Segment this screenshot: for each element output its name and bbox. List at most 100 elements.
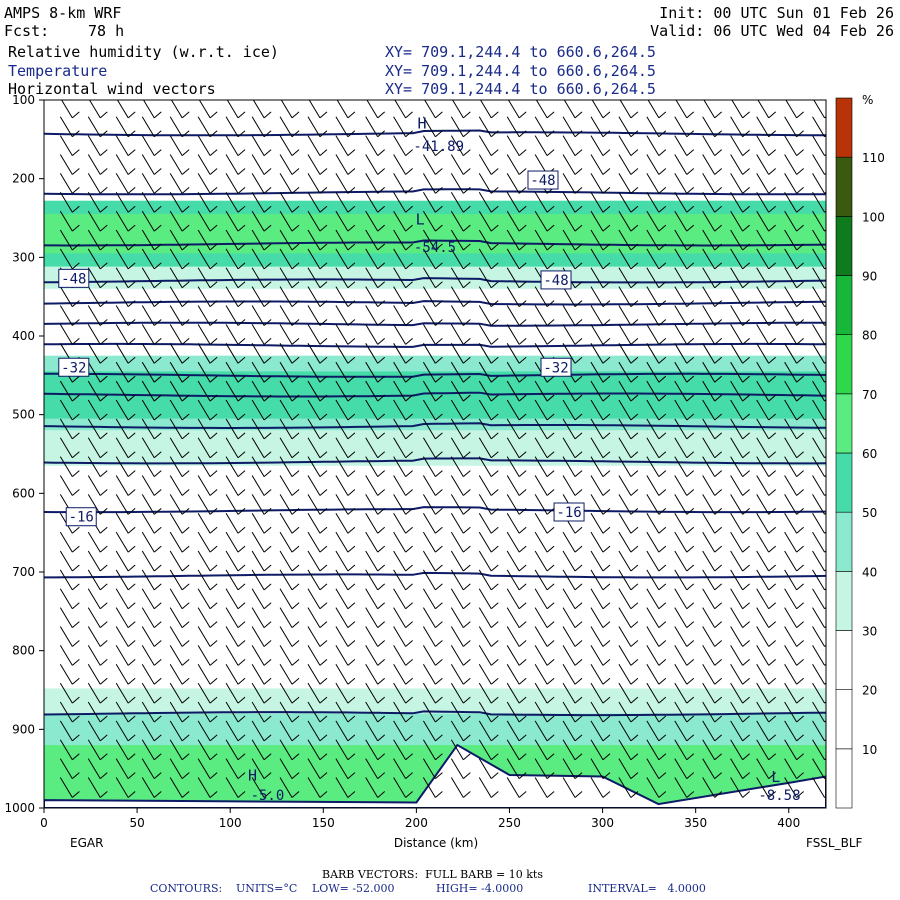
barb-flag xyxy=(405,130,413,138)
barb-flag xyxy=(658,168,667,175)
barb-flag xyxy=(319,187,328,194)
barb-flag xyxy=(796,168,804,175)
x-tick-label: 0 xyxy=(40,816,48,830)
barb-staff xyxy=(59,418,73,440)
barb-flag xyxy=(319,753,328,761)
barb-staff xyxy=(251,701,265,723)
barb-staff xyxy=(169,267,183,289)
barb-flag xyxy=(518,602,527,610)
barb-staff xyxy=(365,135,379,156)
barb-staff xyxy=(450,286,464,307)
barb-staff xyxy=(307,116,321,138)
barb-staff xyxy=(590,777,604,798)
barb-flag xyxy=(490,640,499,647)
barb-flag xyxy=(72,451,80,459)
barb-staff xyxy=(393,626,407,647)
barb-flag xyxy=(209,413,218,421)
barb-staff xyxy=(618,701,632,723)
barb-staff xyxy=(450,777,464,798)
barb-staff xyxy=(225,361,239,383)
barb-staff xyxy=(562,399,576,421)
barb-flag xyxy=(127,696,136,704)
barb-flag xyxy=(546,375,555,383)
barb-staff xyxy=(59,286,73,307)
barb-staff xyxy=(141,626,155,647)
barb-staff xyxy=(618,229,632,251)
barb-staff xyxy=(365,701,379,723)
barb-flag xyxy=(796,356,804,364)
barb-flag xyxy=(209,715,218,723)
barb-staff xyxy=(478,267,492,289)
barb-staff xyxy=(618,777,632,798)
barb-staff xyxy=(335,380,349,402)
barb-flag xyxy=(490,319,499,326)
barb-flag xyxy=(574,168,583,175)
colorbar-tick-label: 20 xyxy=(862,684,877,698)
barb-flag xyxy=(796,621,804,629)
barb-staff xyxy=(784,154,798,175)
barb-staff xyxy=(141,588,155,610)
barb-staff xyxy=(141,664,155,685)
barb-flag xyxy=(518,432,527,440)
barb-flag xyxy=(768,451,777,459)
barb-staff xyxy=(562,531,576,553)
barb-flag xyxy=(72,696,80,704)
barb-flag xyxy=(686,130,695,138)
barb-flag xyxy=(518,394,527,402)
barb-flag xyxy=(546,677,555,685)
barb-flag xyxy=(181,281,190,289)
barb-staff xyxy=(674,531,688,553)
barb-staff xyxy=(115,626,129,647)
barb-staff xyxy=(756,286,770,307)
barb-staff xyxy=(590,569,604,591)
barb-staff xyxy=(478,607,492,628)
barb-staff xyxy=(646,229,660,251)
barb-flag xyxy=(714,130,723,138)
barb-flag xyxy=(153,564,162,572)
barb-staff xyxy=(756,210,770,232)
barb-flag xyxy=(490,130,499,138)
barb-staff xyxy=(307,248,321,270)
barb-flag xyxy=(347,413,356,421)
barb-staff xyxy=(506,607,520,628)
barb-flag xyxy=(742,262,750,270)
barb-flag xyxy=(602,564,611,572)
barb-flag xyxy=(319,262,328,270)
barb-staff xyxy=(169,324,183,345)
barb-flag xyxy=(742,677,750,685)
barb-staff xyxy=(478,664,492,685)
barb-staff xyxy=(730,248,744,270)
barb-staff xyxy=(478,135,492,156)
barb-staff xyxy=(534,569,548,591)
barb-flag xyxy=(127,375,136,383)
barb-staff xyxy=(450,418,464,440)
barb-staff xyxy=(225,664,239,685)
barb-staff xyxy=(452,100,464,119)
barb-staff xyxy=(393,701,407,723)
barb-staff xyxy=(365,626,379,647)
barb-staff xyxy=(169,682,183,704)
barb-flag xyxy=(714,394,723,402)
barb-staff xyxy=(87,569,101,591)
barb-staff xyxy=(88,100,101,119)
barb-flag xyxy=(518,224,527,232)
barb-flag xyxy=(518,564,527,572)
barb-staff xyxy=(730,645,744,666)
barb-flag xyxy=(686,753,695,761)
barb-staff xyxy=(784,324,798,345)
barb-staff xyxy=(279,135,293,156)
barb-flag xyxy=(153,356,162,364)
barb-staff xyxy=(59,758,73,779)
barb-flag xyxy=(490,224,499,232)
barb-flag xyxy=(768,187,777,194)
colorbar-segment xyxy=(835,97,853,158)
barb-flag xyxy=(405,489,413,496)
barb-staff xyxy=(141,607,155,628)
y-tick-label: 700 xyxy=(12,565,35,579)
x-tick-label: 250 xyxy=(498,816,521,830)
barb-staff xyxy=(87,777,101,798)
barb-staff xyxy=(197,229,211,251)
barb-staff xyxy=(450,664,464,685)
barb-staff xyxy=(279,531,293,553)
barb-staff xyxy=(702,512,716,534)
